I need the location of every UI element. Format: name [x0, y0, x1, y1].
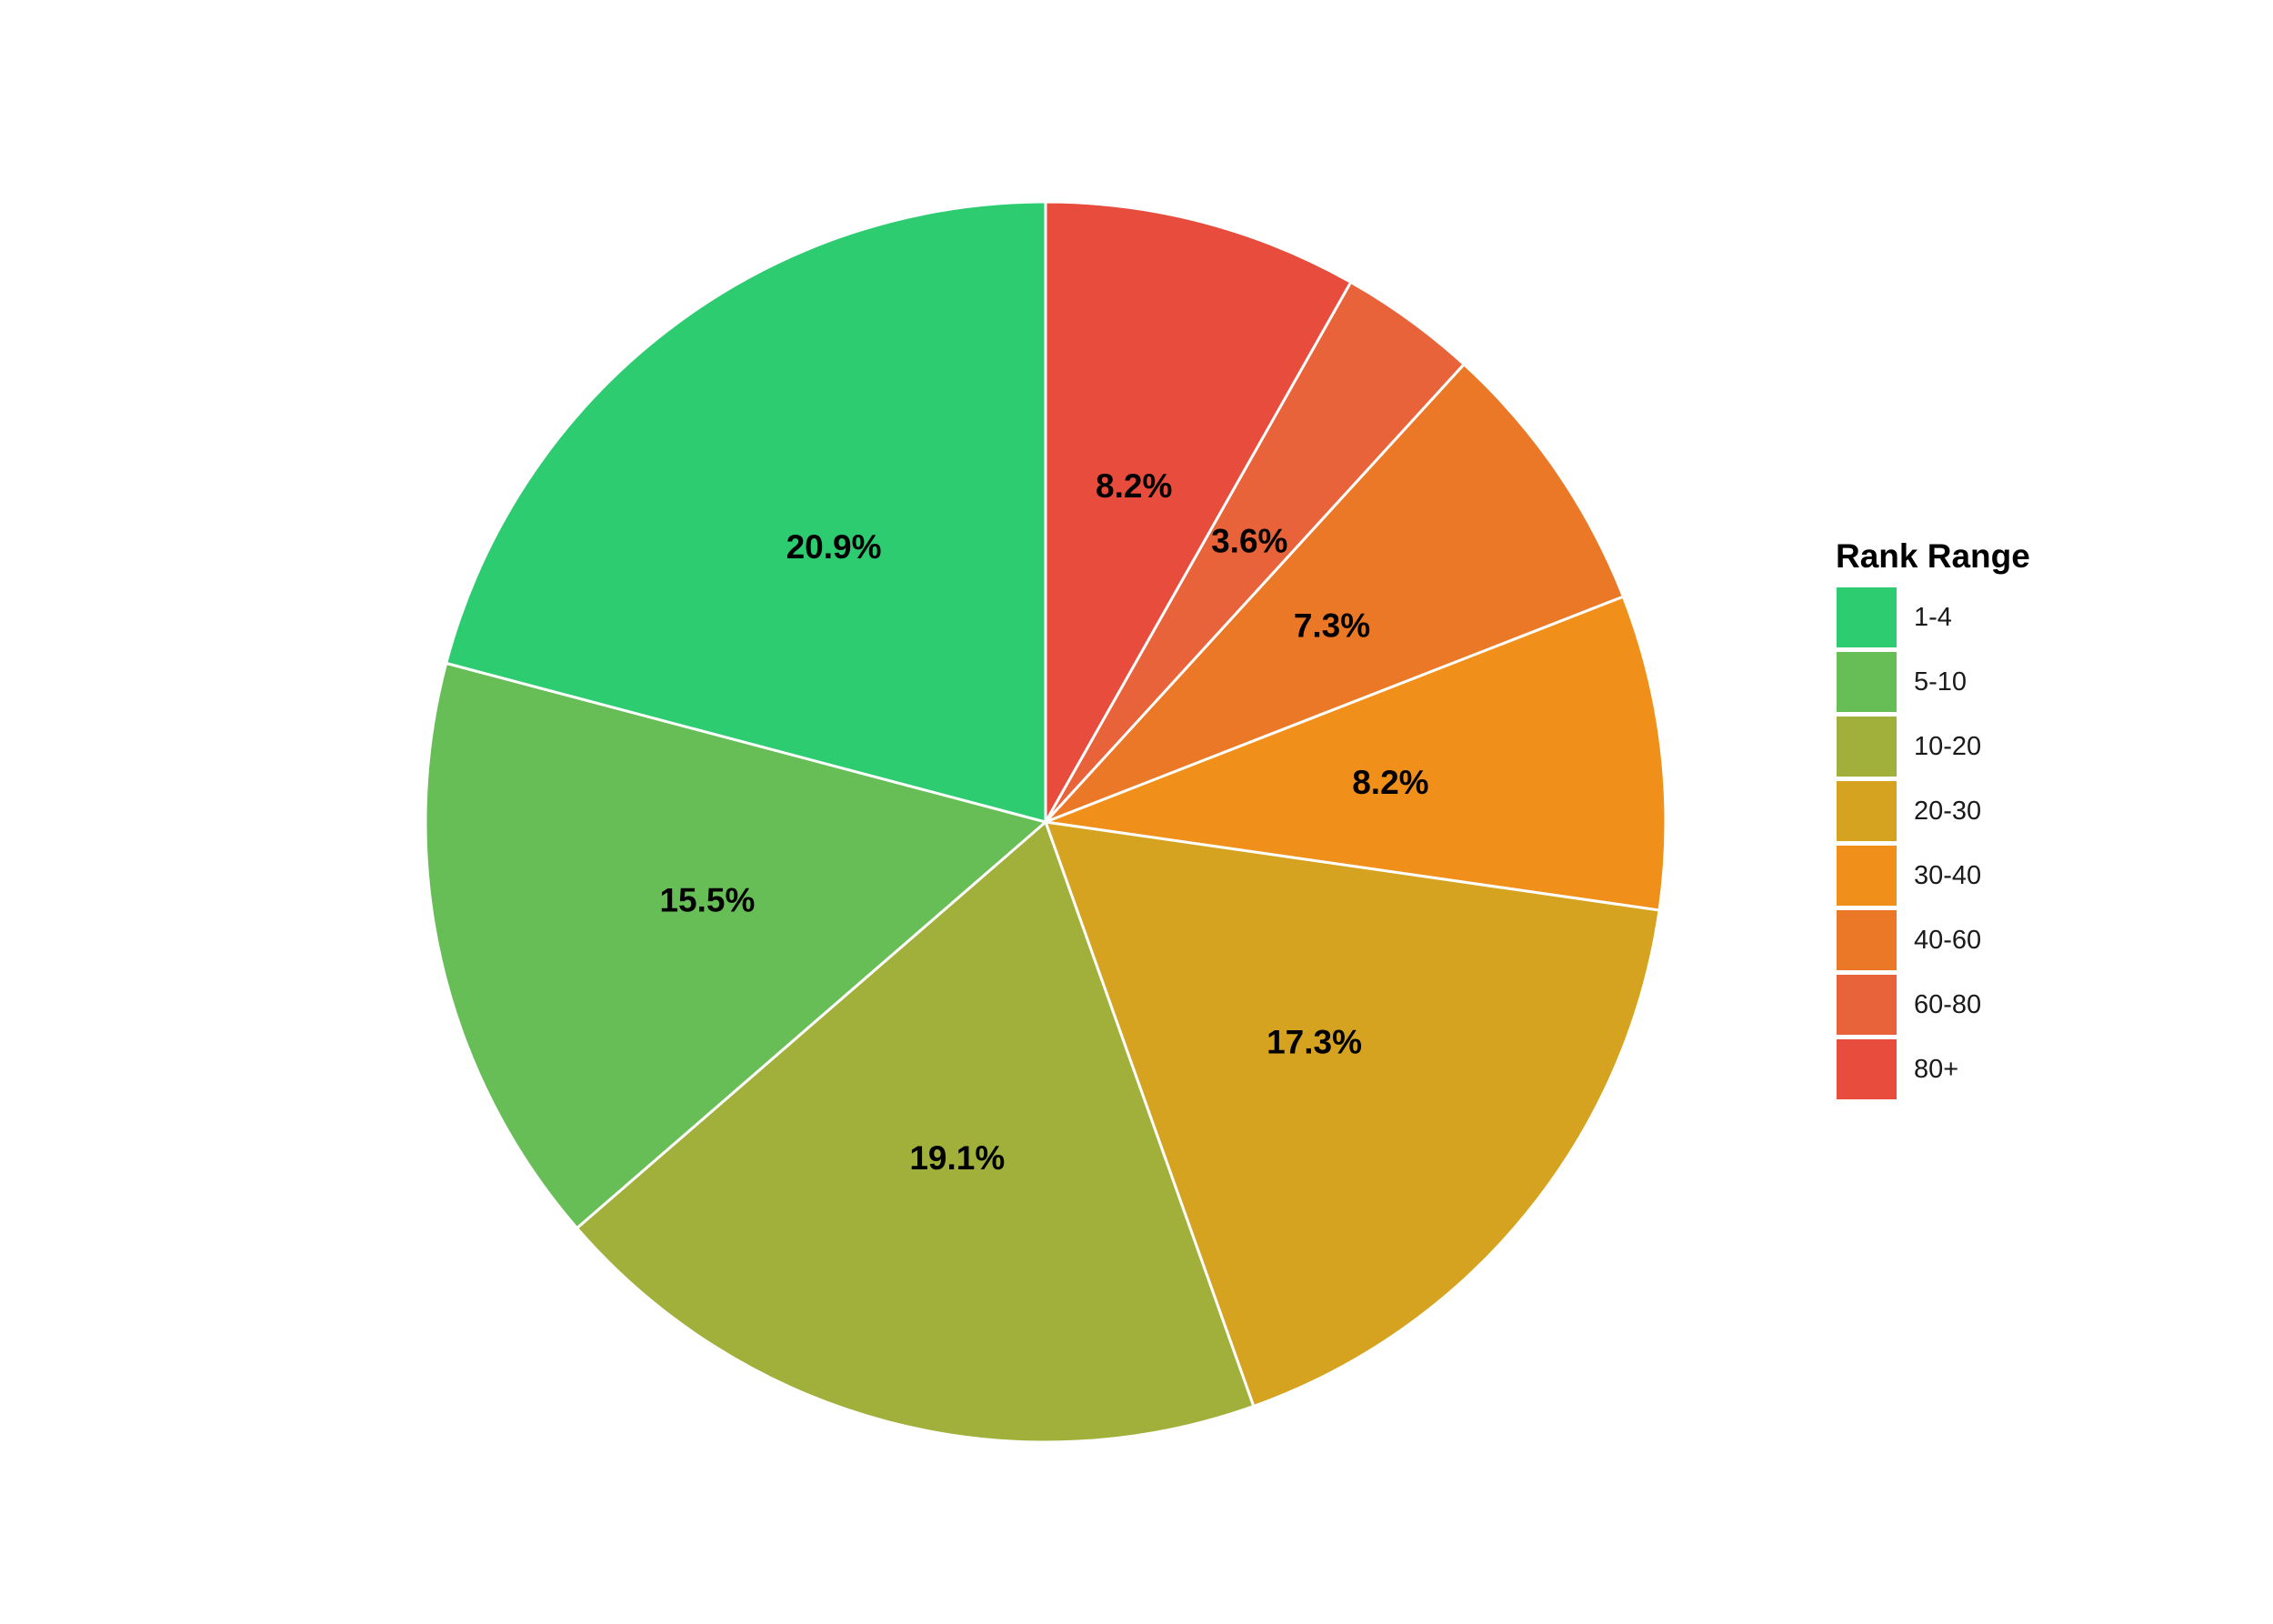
legend-key-60-80 [1835, 973, 1898, 1037]
legend-key-5-10 [1835, 650, 1898, 714]
slice-label-40-60: 7.3% [1294, 607, 1370, 645]
legend: Rank Range 1-4 5-10 10-20 20-30 30-40 40-60 60… [1835, 537, 2030, 1101]
legend-label-60-80: 60-80 [1914, 990, 1981, 1019]
legend-key-1-4 [1835, 586, 1898, 649]
pie-slice-80+ [1044, 200, 1353, 827]
pie-slice-20-30 [1043, 820, 1661, 1408]
slice-label-60-80: 3.6% [1211, 522, 1287, 559]
slice-label-1-4: 20.9% [786, 528, 882, 566]
pie-slices [424, 200, 1667, 1444]
legend-label-80+: 80+ [1914, 1055, 1958, 1084]
pie-slice-40-60 [1044, 362, 1626, 824]
legend-key-80+ [1835, 1038, 1898, 1101]
slice-label-20-30: 17.3% [1267, 1023, 1362, 1060]
pie-slice-5-10 [424, 661, 1049, 1230]
legend-key-30-40 [1835, 844, 1898, 907]
pie-slice-labels: 8.2% 3.6% 7.3% 8.2% 17.3% 19.1% 15.5% 20.9% [659, 467, 1428, 1177]
legend-label-40-60: 40-60 [1914, 926, 1981, 955]
slice-label-10-20: 19.1% [909, 1139, 1005, 1177]
pie-slice-30-40 [1040, 595, 1667, 912]
slice-label-80+: 8.2% [1096, 467, 1172, 505]
legend-key-20-30 [1835, 779, 1898, 843]
legend-label-30-40: 30-40 [1914, 861, 1981, 890]
legend-title: Rank Range [1836, 537, 2030, 575]
legend-items: 1-4 5-10 10-20 20-30 30-40 40-60 60-80 80+ [1835, 586, 1981, 1101]
legend-key-10-20 [1835, 715, 1898, 778]
legend-label-5-10: 5-10 [1914, 667, 1967, 697]
legend-label-10-20: 10-20 [1914, 732, 1981, 761]
legend-label-20-30: 20-30 [1914, 797, 1981, 826]
slice-label-5-10: 15.5% [659, 882, 755, 919]
pie-slice-1-4 [444, 200, 1047, 824]
pie-slice-10-20 [575, 819, 1256, 1444]
slice-label-30-40: 8.2% [1352, 764, 1428, 801]
legend-key-40-60 [1835, 908, 1898, 972]
legend-label-1-4: 1-4 [1914, 603, 1952, 632]
